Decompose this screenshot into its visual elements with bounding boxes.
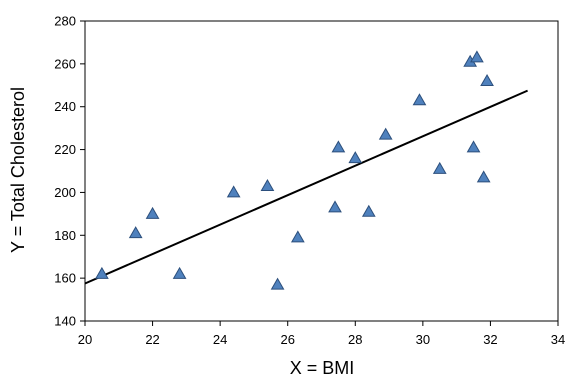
- data-point: [328, 200, 342, 213]
- x-tick-label: 28: [348, 332, 362, 347]
- y-tick-label: 200: [54, 185, 76, 200]
- x-tick-label: 20: [78, 332, 92, 347]
- x-axis-title: X = BMI: [290, 358, 355, 378]
- plot-area-border: [84, 20, 559, 322]
- y-tick-label: 180: [54, 228, 76, 243]
- y-tick-label: 140: [54, 314, 76, 329]
- data-point: [480, 73, 494, 86]
- data-point: [466, 140, 481, 153]
- x-tick-label: 30: [416, 332, 430, 347]
- y-axis-title: Y = Total Cholesterol: [8, 87, 28, 253]
- x-tick-label: 22: [145, 332, 159, 347]
- data-point: [378, 127, 393, 140]
- plot-frame: [84, 20, 559, 322]
- x-tick-label: 26: [280, 332, 294, 347]
- y-tick-label: 220: [54, 142, 76, 157]
- y-tick-label: 160: [54, 271, 76, 286]
- data-point: [95, 266, 109, 279]
- y-tick-label: 240: [54, 99, 76, 114]
- y-axis-ticks: 140 160 180 200 220 240 260 280: [54, 14, 85, 329]
- trendline-group: [84, 89, 528, 285]
- data-points: [95, 50, 494, 290]
- x-axis-ticks: 20 22 24 26 28 30 32 34: [78, 321, 565, 347]
- data-point: [270, 277, 285, 290]
- y-tick-label: 260: [54, 56, 76, 71]
- data-point: [172, 266, 187, 279]
- data-point: [226, 185, 241, 198]
- data-point: [361, 204, 376, 217]
- data-point: [290, 230, 305, 243]
- data-point: [470, 50, 484, 63]
- data-point: [128, 226, 143, 239]
- x-tick-label: 32: [483, 332, 497, 347]
- y-tick-label: 280: [54, 14, 76, 29]
- data-point: [260, 178, 275, 191]
- x-tick-label: 24: [213, 332, 227, 347]
- data-point: [476, 170, 491, 183]
- x-tick-label: 34: [551, 332, 565, 347]
- trendline: [84, 89, 528, 285]
- data-point: [412, 93, 427, 106]
- data-point: [348, 151, 363, 164]
- data-point: [331, 140, 346, 153]
- data-point: [145, 206, 160, 219]
- data-point: [432, 161, 447, 174]
